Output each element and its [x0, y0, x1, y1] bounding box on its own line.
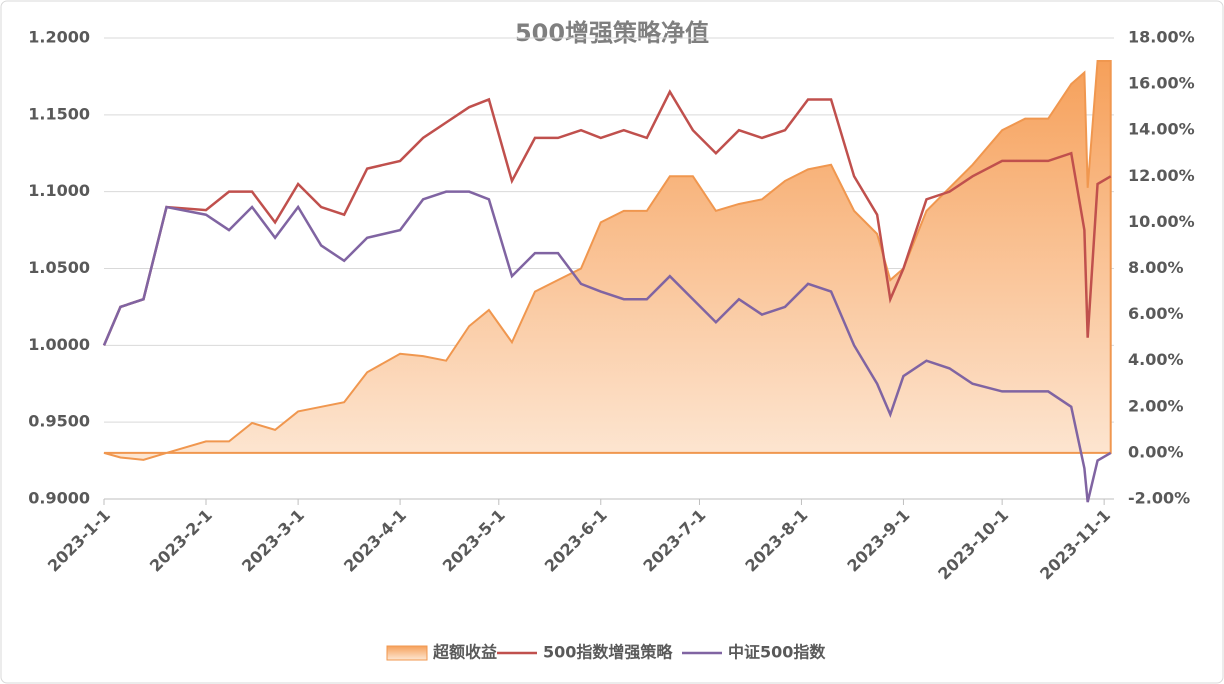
y2-tick-label: 8.00% — [1128, 258, 1184, 277]
legend-swatch — [386, 645, 428, 661]
line — [102, 89, 1112, 346]
y-tick-label: 1.0500 — [28, 258, 90, 277]
y2-tick-label: 10.00% — [1128, 212, 1195, 231]
y-tick-label: 1.1500 — [28, 104, 90, 123]
y-tick-label: 1.1000 — [28, 181, 90, 200]
legend-label: 超额收益 — [432, 643, 497, 662]
y-tick-label: 0.9000 — [28, 489, 90, 508]
legend-label: 中证500指数 — [728, 643, 826, 662]
area — [103, 60, 1112, 461]
y2-tick-label: 2.00% — [1128, 396, 1184, 415]
legend-label: 500指数增强策略 — [543, 643, 673, 662]
y2-tick-label: 4.00% — [1128, 350, 1184, 369]
line — [102, 190, 1112, 503]
y2-tick-label: 16.00% — [1128, 74, 1195, 93]
y2-tick-label: 18.00% — [1128, 28, 1195, 47]
y2-tick-label: 12.00% — [1128, 166, 1195, 185]
y2-tick-label: 6.00% — [1128, 304, 1184, 323]
y-tick-label: 1.0000 — [28, 335, 90, 354]
legend-item: 超额收益 — [386, 643, 497, 662]
chart-title: 500增强策略净值 — [515, 19, 709, 47]
y-tick-label: 1.2000 — [28, 28, 90, 47]
y2-tick-label: 14.00% — [1128, 120, 1195, 139]
y-tick-label: 0.9500 — [28, 412, 90, 431]
y2-tick-label: 0.00% — [1128, 442, 1184, 461]
y2-tick-label: -2.00% — [1128, 489, 1190, 508]
legend-item: 中证500指数 — [682, 643, 826, 662]
legend-item: 500指数增强策略 — [497, 643, 673, 662]
